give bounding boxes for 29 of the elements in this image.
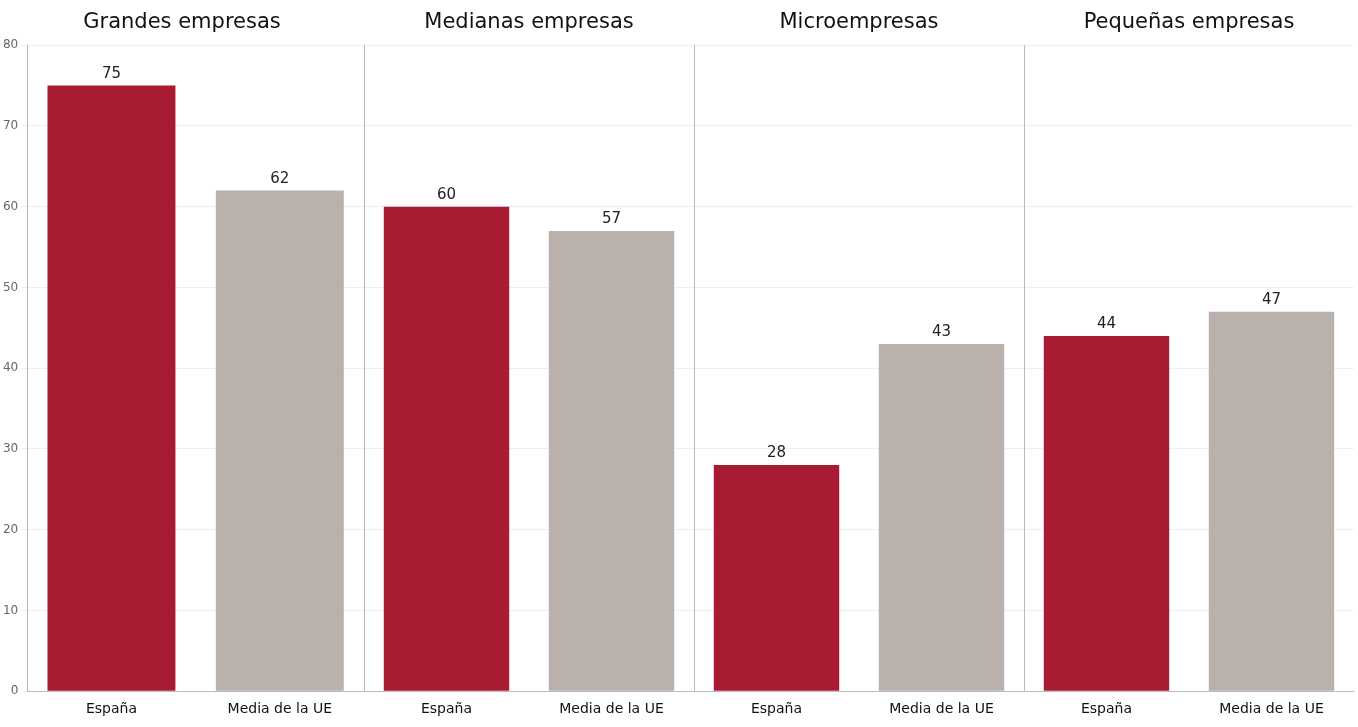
y-tick-label: 20: [2, 521, 19, 536]
y-tick-label: 40: [2, 360, 19, 375]
data-label: 28: [766, 443, 787, 462]
data-label: 44: [1096, 314, 1117, 333]
x-tick-label: Media de la UE: [227, 700, 333, 717]
data-label: 60: [436, 185, 457, 204]
y-tick-label: 70: [2, 118, 19, 133]
chart-title: Grandes empresas: [83, 9, 281, 34]
y-tick-label: 60: [2, 198, 19, 213]
chart-title: Microempresas: [779, 9, 939, 34]
x-tick-label: Media de la UE: [1219, 700, 1324, 717]
y-tick-label: 50: [2, 279, 19, 294]
y-tick-label: 80: [2, 37, 19, 52]
data-label: 62: [270, 168, 290, 187]
x-tick-label: España: [420, 700, 473, 717]
x-tick-label: Media de la UE: [559, 700, 664, 717]
data-label: 43: [931, 322, 952, 341]
chart-title: Pequeñas empresas: [1083, 9, 1295, 34]
data-label: 47: [1261, 290, 1282, 309]
data-label: 75: [101, 63, 121, 82]
data-label: 57: [601, 209, 622, 228]
y-tick-label: 0: [10, 683, 19, 698]
x-tick-label: España: [1080, 700, 1133, 717]
y-tick-label: 30: [2, 441, 19, 456]
chart-title: Medianas empresas: [424, 9, 634, 34]
y-tick-label: 10: [2, 602, 19, 617]
x-tick-label: Media de la UE: [889, 700, 994, 717]
x-tick-label: España: [85, 700, 137, 717]
x-tick-label: España: [750, 700, 803, 717]
